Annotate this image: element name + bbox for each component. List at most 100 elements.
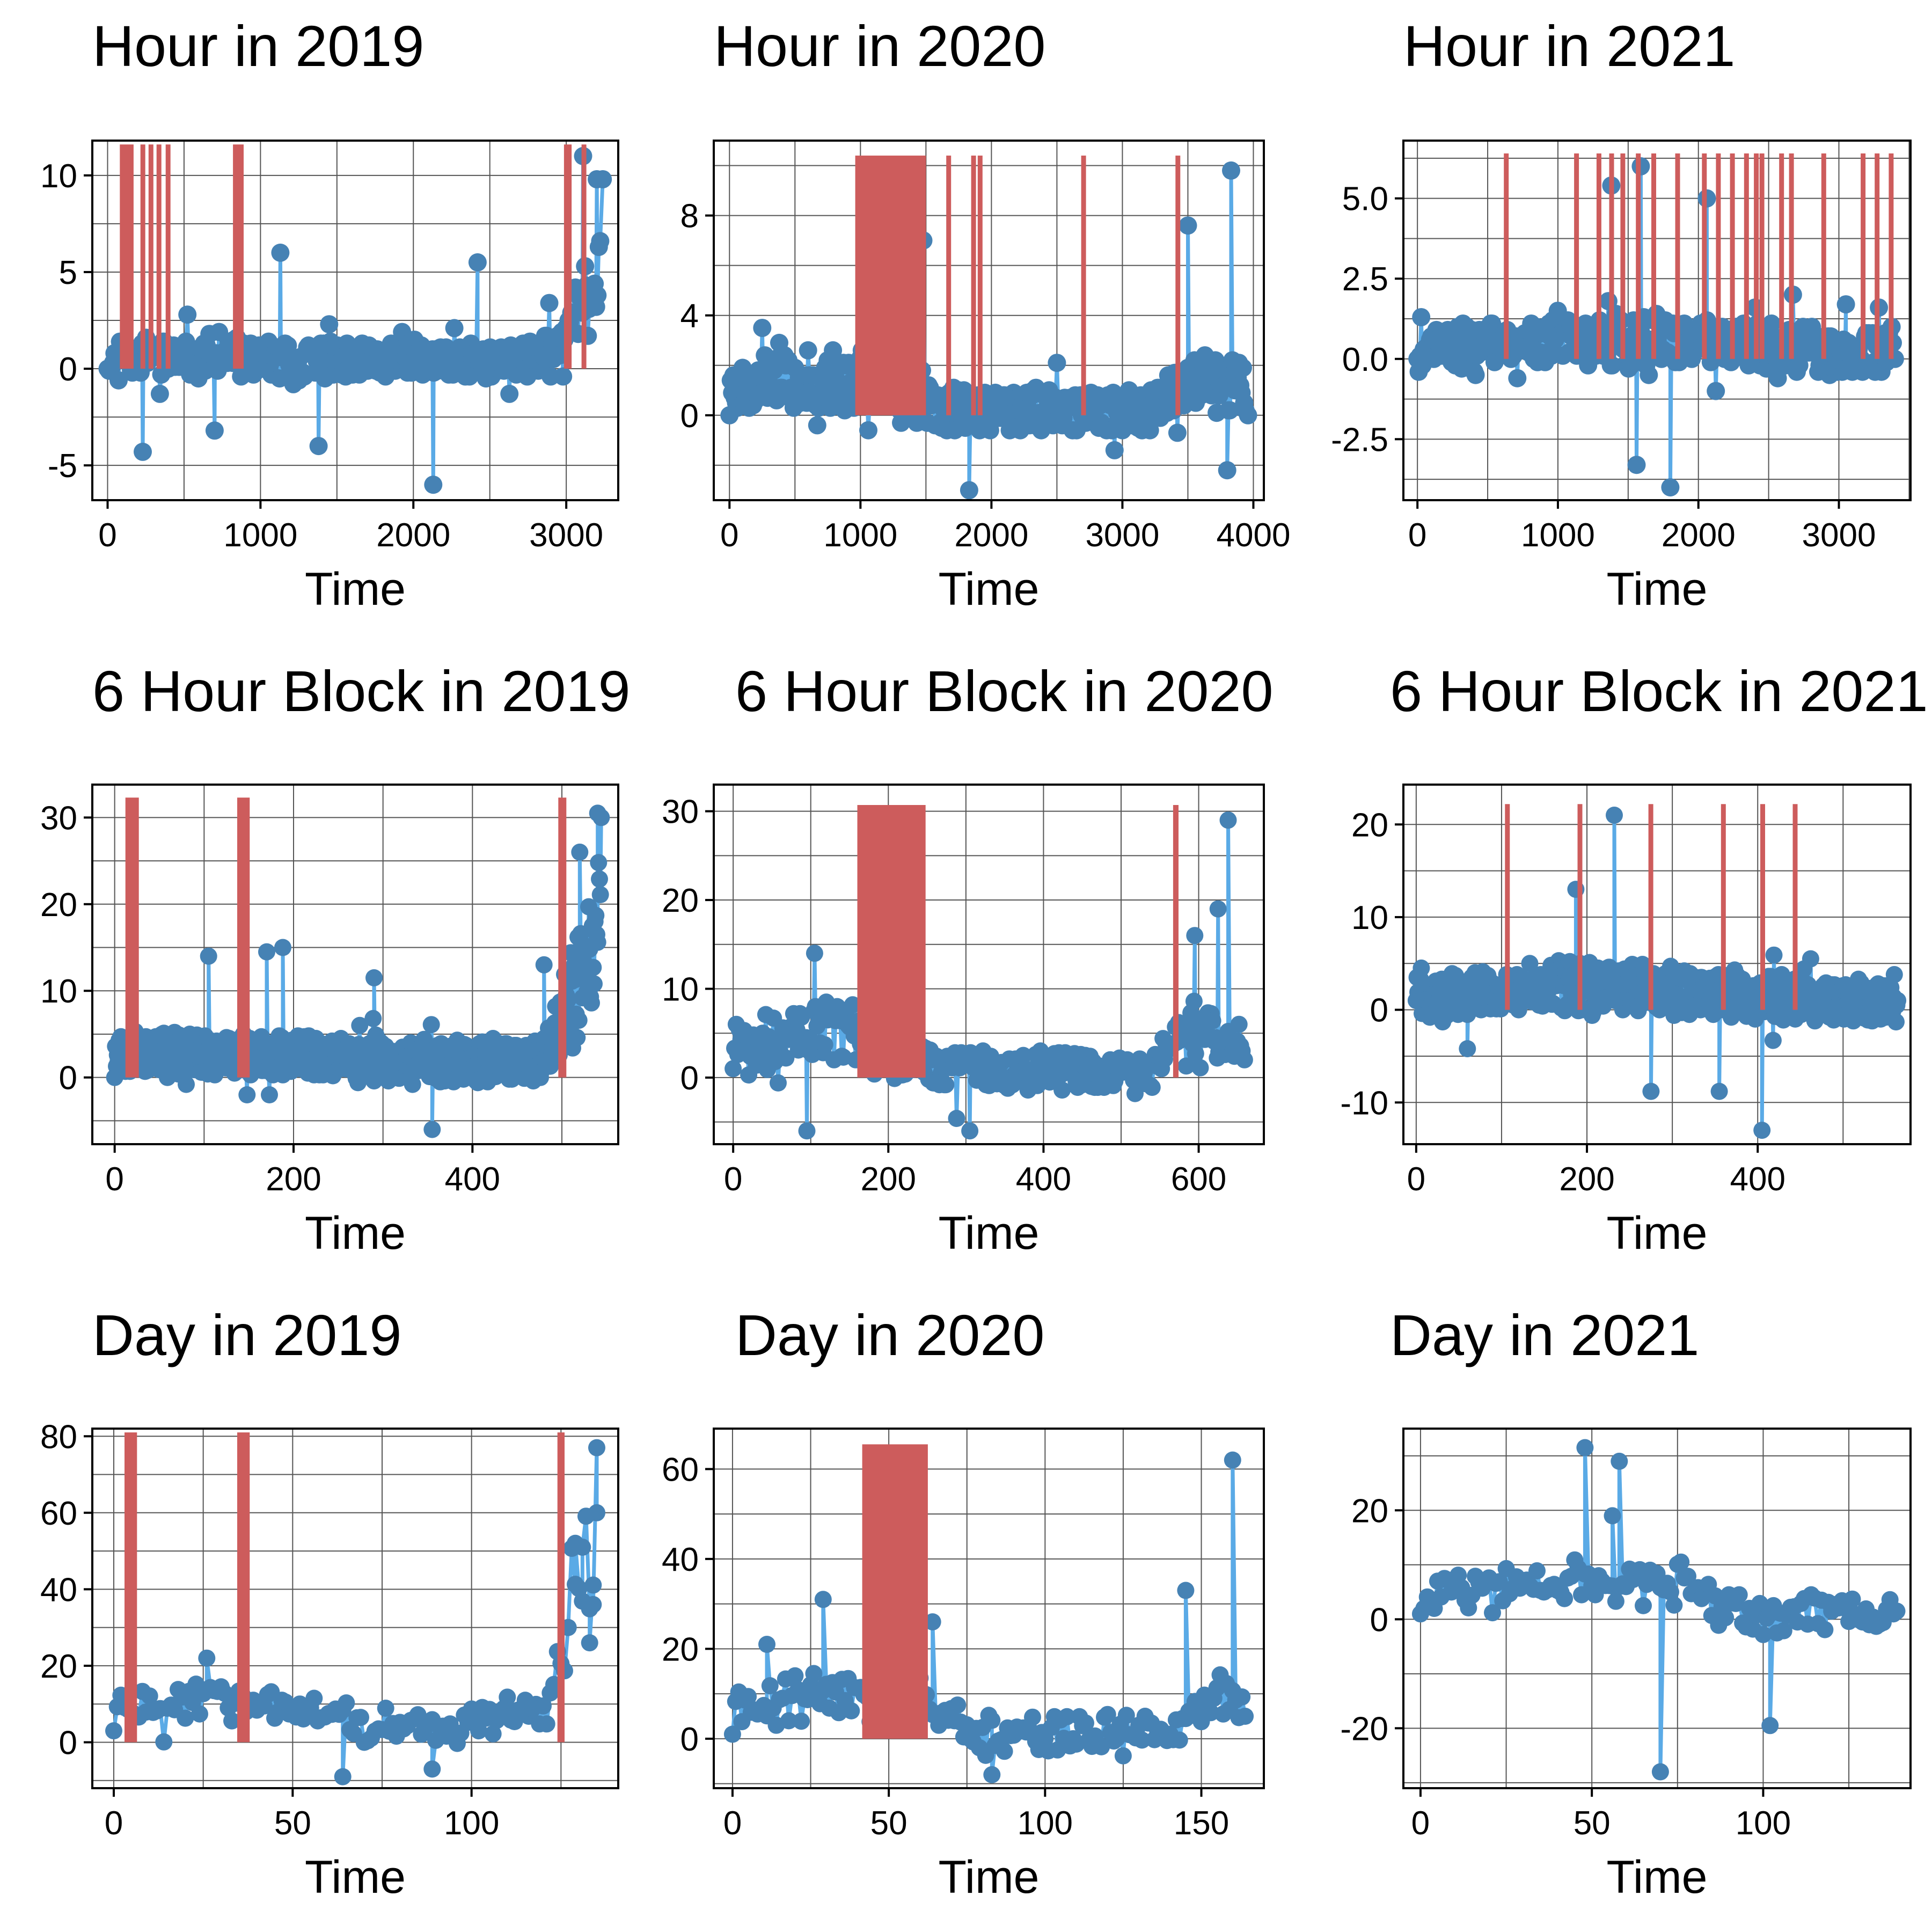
highlight-bar bbox=[855, 155, 926, 415]
data-point bbox=[793, 1713, 810, 1730]
data-point bbox=[109, 371, 128, 390]
highlight-bar bbox=[1175, 155, 1181, 415]
data-point bbox=[591, 870, 608, 888]
highlight-bar bbox=[558, 797, 567, 1078]
x-tick-label: 0 bbox=[720, 517, 738, 554]
data-point bbox=[805, 1665, 823, 1682]
x-axis: 0 200 400 Time bbox=[1407, 1144, 1785, 1259]
panel-title: Hour in 2019 bbox=[92, 13, 424, 78]
data-point bbox=[1077, 1714, 1094, 1732]
data-point bbox=[996, 1743, 1013, 1760]
x-axis: 0 1000 2000 3000 4000 Time bbox=[720, 500, 1290, 615]
data-point bbox=[423, 1760, 441, 1778]
data-point bbox=[1233, 1688, 1251, 1706]
highlight-bar bbox=[125, 797, 139, 1078]
highlight-bar bbox=[1173, 805, 1179, 1078]
x-axis-label: Time bbox=[1607, 1208, 1708, 1259]
data-point bbox=[770, 1074, 787, 1092]
panel-5: 6 Hour Block in 2020 0 200 400 600 Time 0 10 20 3… bbox=[662, 658, 1274, 1259]
data-point bbox=[1607, 1592, 1624, 1610]
x-tick-label: 50 bbox=[1574, 1805, 1611, 1842]
x-tick-label: 400 bbox=[1016, 1161, 1071, 1198]
y-tick-label: 0 bbox=[59, 351, 77, 388]
data-point bbox=[584, 958, 602, 976]
data-point bbox=[423, 1121, 441, 1138]
highlight-bar bbox=[1875, 153, 1880, 359]
data-point bbox=[216, 1685, 233, 1702]
data-point bbox=[937, 1076, 955, 1094]
highlights bbox=[855, 155, 1181, 415]
data-point bbox=[1753, 1122, 1771, 1139]
y-tick-label: 0 bbox=[1370, 992, 1388, 1029]
data-point bbox=[761, 1677, 779, 1695]
data-point bbox=[1521, 955, 1539, 972]
data-point bbox=[1775, 1622, 1792, 1640]
panel-8: Day in 2020 0 50 100 150 Time 0 20 40 60 bbox=[662, 1302, 1265, 1903]
data-point bbox=[1117, 1707, 1135, 1724]
panel-9: Day in 2021 0 50 100 Time -20 0 20 bbox=[1340, 1302, 1912, 1903]
data-point bbox=[377, 1700, 394, 1717]
data-point bbox=[223, 1712, 240, 1730]
data-point bbox=[588, 1439, 605, 1457]
data-point bbox=[1672, 1553, 1690, 1571]
data-point bbox=[1234, 358, 1252, 377]
x-tick-label: 0 bbox=[1408, 517, 1426, 554]
data-point bbox=[1843, 1590, 1861, 1608]
x-tick-label: 4000 bbox=[1217, 517, 1291, 554]
data-point bbox=[1765, 946, 1783, 964]
x-tick-label: 2000 bbox=[954, 517, 1028, 554]
panel-3: Hour in 2021 0 1000 2000 3000 Time -2.5 0.0 2.5 5… bbox=[1331, 13, 1912, 615]
data-point bbox=[1204, 1012, 1221, 1029]
data-point bbox=[1048, 354, 1066, 372]
x-tick-label: 0 bbox=[1411, 1805, 1430, 1842]
data-point bbox=[592, 809, 610, 826]
data-point bbox=[1058, 1708, 1076, 1725]
highlight-bar bbox=[1792, 804, 1798, 1010]
highlight-bar bbox=[581, 144, 587, 369]
highlight-bar bbox=[1730, 153, 1735, 359]
highlight-bar bbox=[1504, 153, 1509, 359]
data-point bbox=[753, 319, 772, 337]
data-point bbox=[155, 1733, 173, 1751]
data-point bbox=[1177, 1057, 1195, 1075]
series bbox=[1407, 807, 1907, 1139]
axes-frame bbox=[1402, 1428, 1912, 1789]
data-point bbox=[1761, 1717, 1779, 1735]
data-point bbox=[579, 326, 597, 345]
data-point bbox=[1224, 1451, 1241, 1469]
y-tick-label: 20 bbox=[40, 887, 77, 924]
x-tick-label: 2000 bbox=[376, 517, 450, 554]
data-point bbox=[1651, 1763, 1669, 1781]
data-point bbox=[1140, 421, 1159, 440]
y-axis: 0 4 8 bbox=[680, 198, 714, 435]
x-tick-label: 0 bbox=[724, 1161, 742, 1198]
x-tick-label: 600 bbox=[1171, 1161, 1226, 1198]
data-point bbox=[1202, 1704, 1219, 1722]
data-point bbox=[1885, 966, 1903, 983]
data-point bbox=[584, 1576, 602, 1594]
x-axis: 0 1000 2000 3000 Time bbox=[1408, 500, 1876, 615]
data-point bbox=[816, 1036, 833, 1053]
y-tick-label: 0 bbox=[59, 1724, 77, 1761]
x-tick-label: 0 bbox=[98, 517, 116, 554]
data-point bbox=[1764, 1031, 1782, 1049]
data-point bbox=[844, 996, 861, 1014]
data-point bbox=[205, 421, 224, 440]
series bbox=[720, 161, 1257, 500]
data-point bbox=[1235, 1051, 1253, 1069]
highlight-bar bbox=[1651, 153, 1656, 359]
highlight-bar bbox=[1721, 804, 1726, 1010]
data-point bbox=[1707, 382, 1725, 400]
highlight-bar bbox=[1648, 804, 1653, 1010]
data-point bbox=[758, 1636, 775, 1653]
data-point bbox=[484, 1725, 502, 1743]
data-point bbox=[150, 384, 169, 403]
data-point bbox=[365, 969, 383, 986]
data-point bbox=[279, 336, 297, 355]
data-point bbox=[780, 1712, 797, 1730]
panel-title: Day in 2020 bbox=[735, 1302, 1044, 1367]
series bbox=[723, 1451, 1254, 1783]
highlight-bar bbox=[1636, 153, 1641, 359]
x-tick-label: 0 bbox=[105, 1805, 123, 1842]
highlight-bar bbox=[148, 144, 153, 369]
